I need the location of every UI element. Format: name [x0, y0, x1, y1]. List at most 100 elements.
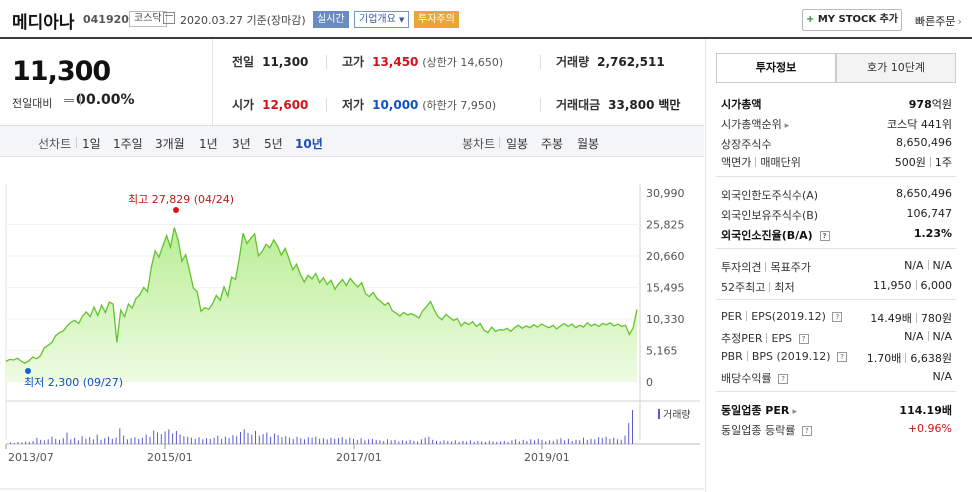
volume-bar	[522, 439, 524, 444]
volume-bar	[405, 440, 407, 444]
tab-underline	[716, 82, 956, 83]
volume-bar	[409, 439, 411, 444]
volume-bar	[138, 438, 140, 444]
volume-bar	[243, 429, 245, 444]
chevron-right-icon[interactable]: ▸	[789, 407, 798, 417]
help-icon[interactable]: ?	[778, 374, 789, 384]
volume-bar	[424, 437, 426, 444]
volume-bar	[36, 437, 38, 444]
info-row: 추정PER EPS ? N/A N/A	[721, 330, 952, 348]
tab-weekly[interactable]: 주봉	[541, 137, 564, 151]
volume-bar	[296, 436, 298, 444]
volume-bar	[28, 441, 30, 444]
volume-bar	[575, 439, 577, 444]
tab-1year[interactable]: 1년	[199, 137, 218, 151]
volume-bar	[624, 435, 626, 444]
info-label: 상장주식수	[721, 138, 772, 151]
realtime-button[interactable]: 실시간	[313, 11, 349, 28]
volume-bar	[213, 437, 215, 444]
volume-bar	[552, 440, 554, 444]
info-row: 상장주식수 8,650,496	[721, 136, 952, 154]
chevron-right-icon[interactable]: ▸	[781, 121, 790, 131]
info-row: PER EPS(2019.12) ? 14.49배 780원	[721, 310, 952, 328]
volume-bar	[322, 438, 324, 444]
info-label: 추정PER EPS ?	[721, 330, 809, 346]
quick-order-link[interactable]: 빠른주문	[915, 13, 962, 29]
volume-bar	[534, 440, 535, 444]
info-label: 외국인보유주식수(B)	[721, 209, 819, 222]
volume: 거래량 2,762,511	[556, 55, 665, 69]
volume-bar	[273, 433, 275, 444]
volume-bar	[420, 439, 422, 444]
volume-bar	[556, 439, 558, 444]
x-tick-label: 2015/01	[147, 451, 193, 464]
tab-5year[interactable]: 5년	[264, 137, 283, 151]
info-row: 액면가 매매단위 500원 1주	[721, 154, 952, 172]
volume-bar	[17, 441, 19, 444]
volume-bar	[496, 441, 498, 444]
volume-bar	[224, 436, 226, 444]
volume-bar	[187, 436, 189, 444]
volume-bar	[605, 436, 607, 444]
volume-bar	[55, 438, 57, 444]
tab-1week[interactable]: 1주일	[113, 137, 143, 151]
volume-bar	[160, 434, 162, 444]
volume-bar	[51, 436, 53, 444]
help-icon[interactable]: ?	[832, 312, 843, 322]
volume-bar	[255, 430, 256, 444]
calendar-icon	[163, 12, 175, 24]
help-icon[interactable]: ?	[801, 426, 812, 436]
tab-3year[interactable]: 3년	[232, 137, 251, 151]
volume-bar	[579, 440, 581, 444]
volume-bar	[632, 410, 633, 444]
tab-daily[interactable]: 일봉	[506, 137, 529, 151]
price-line	[5, 227, 638, 364]
volume-bar	[202, 439, 204, 444]
info-value: 1.23%	[913, 227, 952, 240]
volume-bar	[469, 440, 471, 444]
volume-bar	[47, 439, 49, 444]
low-price: 저가 10,000 (하한가 7,950)	[342, 98, 497, 112]
tab-1day[interactable]: 1일	[82, 137, 101, 151]
volume-bar	[206, 438, 207, 444]
help-icon[interactable]: ?	[837, 352, 848, 362]
info-value: 8,650,496	[896, 187, 952, 200]
volume-bar	[289, 437, 290, 444]
volume-bar	[364, 440, 366, 444]
add-my-stock-button[interactable]: + MY STOCK 추가	[802, 9, 902, 31]
info-label: 액면가 매매단위	[721, 156, 801, 169]
volume-bar	[198, 437, 200, 444]
info-value: 11,950 6,000	[873, 279, 952, 292]
volume-bar	[85, 438, 87, 444]
help-icon[interactable]: ?	[798, 334, 809, 344]
info-row: 외국인소진율(B/A) ? 1.23%	[721, 227, 952, 245]
info-label: 시가총액순위 ▸	[721, 118, 790, 131]
volume-bar	[518, 441, 520, 444]
investment-warning-badge: 투자주의	[414, 11, 459, 28]
tab-monthly[interactable]: 월봉	[577, 137, 600, 151]
tab-investment-info[interactable]: 투자정보	[716, 53, 836, 83]
min-price-marker	[25, 368, 31, 374]
volume-bar	[175, 430, 177, 444]
tab-10year[interactable]: 10년	[295, 137, 323, 151]
price-chart-svg: 30,990 25,825 20,660 15,495 10,330 5,165 0 최고 2…	[0, 184, 704, 490]
tab-order-book-10[interactable]: 호가 10단계	[836, 53, 956, 83]
info-label: 투자의견 목표주가	[721, 261, 811, 274]
help-icon[interactable]: ?	[819, 231, 830, 241]
volume-bar	[458, 441, 460, 444]
volume-bar	[292, 438, 294, 444]
change-value: 0	[64, 92, 86, 108]
price-chart[interactable]: 30,990 25,825 20,660 15,495 10,330 5,165 0 최고 2…	[0, 160, 704, 492]
volume-bar	[360, 438, 362, 444]
company-overview-dropdown[interactable]: 기업개요 ▼	[354, 11, 410, 28]
volume-bar	[141, 437, 143, 444]
volume-bar	[481, 441, 483, 444]
volume-bar	[375, 439, 377, 444]
volume-bar	[104, 438, 106, 444]
tab-3month[interactable]: 3개월	[155, 137, 185, 151]
volume-bar	[134, 437, 136, 444]
divider	[540, 98, 541, 112]
plus-icon: +	[805, 14, 815, 25]
info-label: PBR BPS (2019.12) ?	[721, 350, 848, 363]
stock-code: 041920	[83, 13, 129, 26]
